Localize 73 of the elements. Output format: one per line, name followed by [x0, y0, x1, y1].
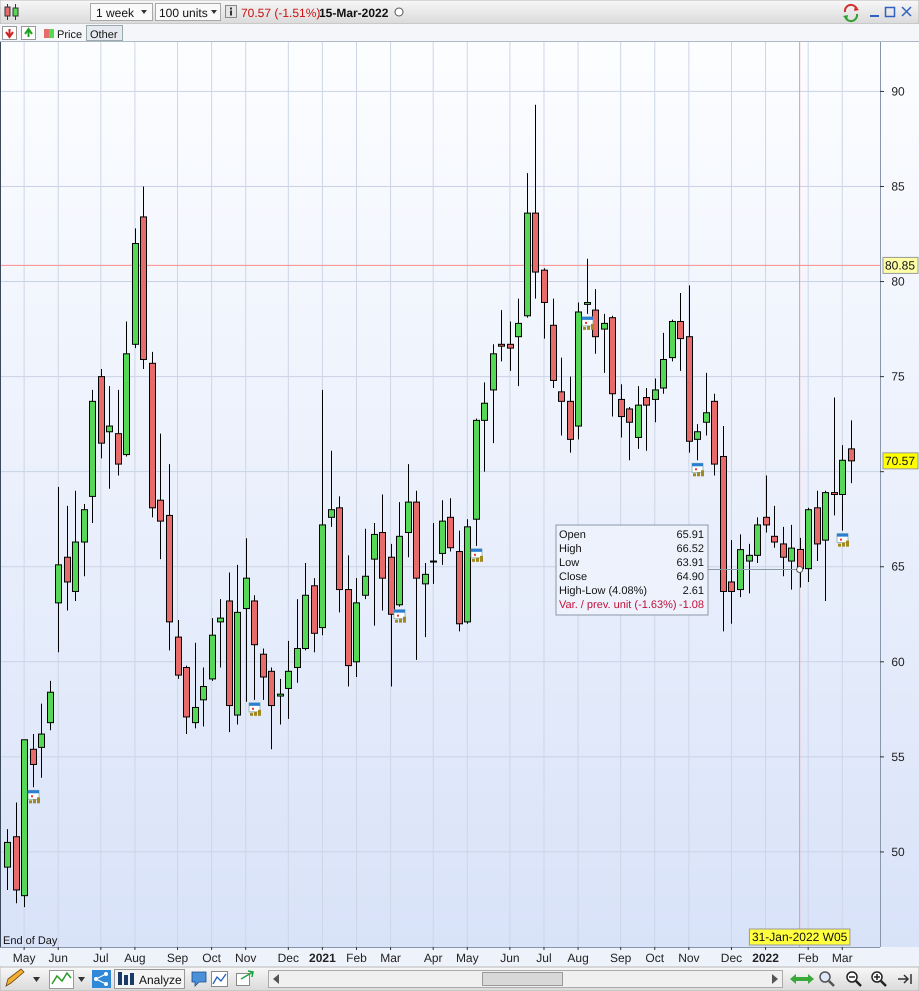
x-tick-label: Feb — [346, 951, 368, 965]
candlestick — [362, 528, 369, 600]
x-tick-label: Aug — [124, 951, 146, 965]
y-tick-label: 60 — [891, 654, 905, 669]
x-tick-label: Nov — [678, 951, 700, 965]
candlestick — [498, 310, 505, 362]
x-tick-label: Sep — [610, 951, 632, 965]
candlestick — [430, 522, 437, 584]
annotation: 64.90 — [676, 571, 704, 583]
text: 70.57 (-1.51%) — [241, 6, 320, 20]
annotation: 2.61 — [682, 585, 704, 597]
candlestick — [192, 642, 199, 729]
candlestick — [771, 505, 778, 548]
y-tick-label: 65 — [891, 560, 905, 574]
annotation: 70.57 — [884, 454, 916, 468]
x-tick-label: Jul — [93, 951, 109, 965]
x-tick-label: Oct — [645, 951, 665, 965]
annotation: 66.52 — [676, 543, 704, 555]
x-tick-label: Nov — [235, 951, 256, 965]
y-tick-label: 50 — [891, 844, 905, 859]
x-tick-label: Oct — [202, 951, 222, 965]
ref-line-label: 31-Jan-2022 W05 — [752, 930, 848, 944]
y-tick-label: 75 — [891, 370, 905, 384]
candlestick — [763, 474, 770, 534]
x-tick-label: 2021 — [309, 951, 336, 965]
y-tick-label: 55 — [891, 750, 905, 764]
candlestick — [38, 703, 45, 778]
annotation: High-Low (4.08%) — [559, 585, 648, 597]
y-tick-label: 85 — [891, 179, 905, 194]
candlestick — [217, 598, 224, 668]
annotation: End of Day — [3, 935, 58, 947]
annotation: High — [559, 543, 582, 555]
x-tick-label: Mar — [832, 951, 853, 965]
candlestick — [848, 420, 855, 484]
x-tick-label: Mar — [380, 951, 401, 965]
candlestick — [584, 258, 591, 314]
text: 15-Mar-2022 — [319, 6, 389, 20]
annotation: Close — [559, 571, 588, 583]
x-tick-label: 2022 — [752, 951, 780, 965]
ref-line-label: 80.85 — [884, 258, 916, 272]
x-tick-label: Dec — [278, 951, 299, 965]
candlestick — [30, 734, 37, 788]
candlestick — [422, 562, 429, 638]
y-tick-label: 90 — [891, 84, 905, 98]
x-tick-label: Jun — [48, 951, 68, 965]
text: Analyze — [139, 973, 182, 987]
text: 100 units — [159, 6, 208, 20]
candlestick — [507, 320, 514, 372]
x-tick-label: Jul — [536, 951, 552, 965]
annotation: Open — [559, 529, 586, 541]
text: Price — [57, 29, 82, 41]
text: Other — [90, 29, 118, 41]
text: 1 week — [96, 6, 136, 20]
candlestick — [200, 667, 207, 727]
x-tick-label: Apr — [424, 951, 443, 965]
x-tick-label: Jun — [500, 951, 520, 965]
x-tick-label: Aug — [567, 951, 589, 965]
candlestick — [515, 298, 522, 387]
annotation: Var. / prev. unit (-1.63%) — [559, 599, 677, 611]
annotation: 65.91 — [676, 529, 704, 541]
candlestick — [277, 678, 284, 726]
x-tick-label: May — [456, 951, 479, 965]
candlestick — [652, 378, 659, 423]
x-tick-label: Feb — [798, 951, 819, 965]
x-tick-label: Dec — [720, 951, 742, 965]
y-tick-label: 80 — [891, 274, 905, 289]
candlestick — [285, 640, 292, 720]
annotation: 63.91 — [676, 557, 704, 569]
candlestick — [558, 357, 565, 436]
annotation: -1.08 — [678, 599, 704, 611]
annotation: Low — [559, 557, 580, 569]
x-tick-label: May — [12, 951, 36, 965]
x-tick-label: Sep — [166, 951, 189, 965]
